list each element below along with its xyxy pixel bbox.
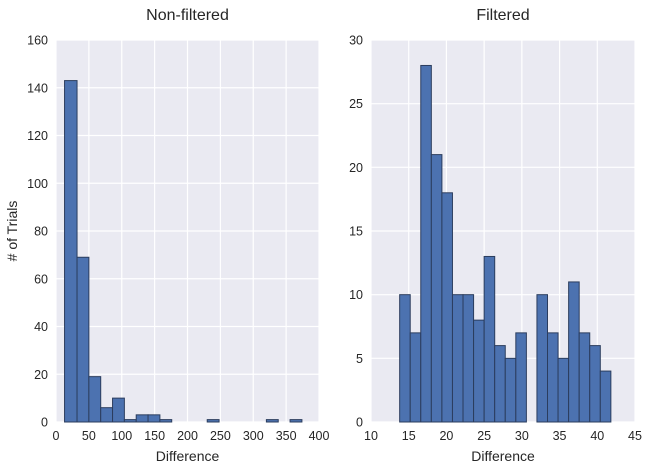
histogram-bar	[494, 345, 506, 423]
y-tick-label: 60	[34, 272, 48, 286]
histogram-bar	[123, 419, 137, 423]
x-tick-labels: 0 50 100 150 200 250 300 350 400	[53, 429, 330, 443]
y-tick-label: 30	[349, 34, 363, 48]
histogram-bar	[515, 332, 527, 423]
chart-panel-filtered: 10 15 20 25 30 35 40 45 0 5 10 15 20 25 30 Filtered D…	[349, 7, 642, 464]
x-tick-label: 10	[364, 429, 378, 443]
x-tick-label: 20	[439, 429, 453, 443]
histogram-bar	[568, 281, 580, 423]
x-tick-label: 400	[309, 429, 330, 443]
histogram-bar	[441, 192, 453, 423]
x-tick-label: 350	[276, 429, 297, 443]
y-tick-label: 120	[27, 129, 48, 143]
histogram-bar	[159, 419, 173, 423]
y-tick-label: 20	[349, 161, 363, 175]
histogram-bar	[135, 414, 149, 423]
histogram-bar	[504, 357, 517, 423]
histogram-bar	[430, 154, 443, 423]
y-tick-label: 0	[356, 416, 363, 430]
x-tick-label: 200	[177, 429, 198, 443]
histogram-bar	[599, 370, 612, 423]
histogram-bar	[76, 256, 90, 423]
chart-title: Non-filtered	[146, 7, 229, 24]
histogram-bars	[64, 80, 303, 423]
x-tick-label: 300	[243, 429, 264, 443]
y-tick-label: 0	[41, 416, 48, 430]
x-tick-label: 250	[210, 429, 231, 443]
y-tick-label: 10	[349, 288, 363, 302]
histogram-bar	[462, 294, 475, 423]
y-tick-labels: 0 5 10 15 20 25 30	[349, 34, 363, 430]
histogram-bar	[112, 397, 125, 423]
y-tick-label: 25	[349, 97, 363, 111]
histogram-bar	[399, 294, 411, 423]
y-tick-label: 160	[27, 34, 48, 48]
chart-title: Filtered	[476, 7, 529, 24]
y-tick-label: 40	[34, 320, 48, 334]
y-tick-label: 80	[34, 225, 48, 239]
y-tick-labels: 0 20 40 60 80 100 120 140 160	[27, 34, 48, 430]
histogram-bar	[547, 332, 559, 423]
x-tick-label: 0	[53, 429, 60, 443]
histogram-bar	[483, 255, 496, 423]
histogram-bar	[265, 419, 279, 423]
y-tick-label: 100	[27, 177, 48, 191]
x-tick-label: 150	[144, 429, 165, 443]
x-tick-label: 40	[590, 429, 604, 443]
x-tick-label: 100	[111, 429, 132, 443]
y-tick-label: 5	[356, 352, 363, 366]
histogram-bar	[589, 345, 601, 423]
histogram-bar	[206, 419, 220, 423]
histogram-bar	[578, 332, 591, 423]
histogram-bar	[88, 376, 102, 423]
histogram-bar	[557, 357, 570, 423]
y-tick-label: 15	[349, 225, 363, 239]
chart-panel-non-filtered: 0 50 100 150 200 250 300 350 400 0 20 40 60 80 100 120…	[4, 7, 329, 464]
histogram-bars	[399, 64, 612, 423]
x-tick-label: 25	[477, 429, 491, 443]
x-tick-label: 30	[515, 429, 529, 443]
histogram-bar	[100, 407, 114, 423]
y-axis-label: # of Trials	[4, 201, 20, 262]
x-tick-label: 50	[82, 429, 96, 443]
x-axis-label: Difference	[471, 448, 535, 464]
histogram-bar	[536, 294, 549, 423]
gridlines	[55, 39, 320, 423]
x-tick-labels: 10 15 20 25 30 35 40 45	[364, 429, 642, 443]
y-tick-label: 140	[27, 81, 48, 95]
x-tick-label: 35	[553, 429, 567, 443]
histogram-bar	[420, 64, 432, 423]
histogram-bar	[473, 319, 485, 423]
histogram-bar	[451, 294, 464, 423]
histogram-bar	[64, 80, 78, 423]
y-tick-label: 20	[34, 368, 48, 382]
histogram-bar	[409, 332, 422, 423]
x-tick-label: 45	[628, 429, 642, 443]
x-tick-label: 15	[402, 429, 416, 443]
histogram-bar	[147, 414, 161, 423]
x-axis-label: Difference	[156, 448, 220, 464]
histogram-bar	[289, 419, 303, 423]
